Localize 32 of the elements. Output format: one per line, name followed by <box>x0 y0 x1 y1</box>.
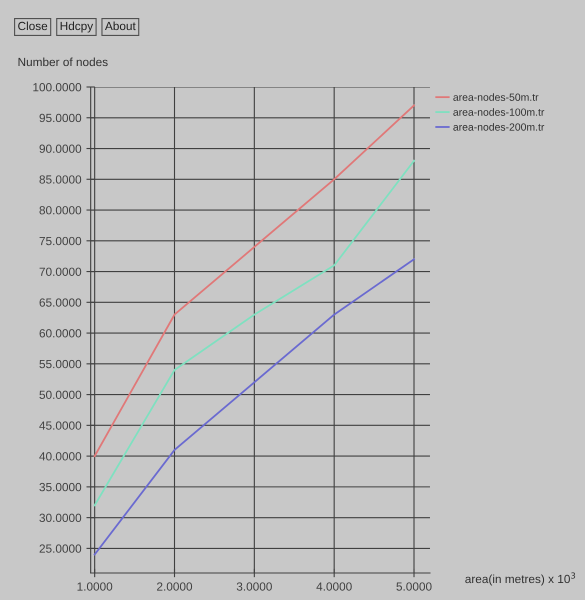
line-series <box>94 104 415 458</box>
y-tick-label: 60.0000 <box>40 329 82 338</box>
legend-label: area-nodes-200m.tr <box>453 123 544 131</box>
legend-label: area-nodes-50m.tr <box>453 93 538 101</box>
x-tick-label: 1.0000 <box>78 582 112 591</box>
y-tick-label: 70.0000 <box>40 268 82 276</box>
x-tick-label: 2.0000 <box>157 582 192 591</box>
y-tick-label: 90.0000 <box>40 144 82 153</box>
x-tick-label: 5.0000 <box>396 582 432 591</box>
y-tick-label: 80.0000 <box>39 206 82 214</box>
y-tick-label: 40.0000 <box>39 452 82 461</box>
y-axis-title: Number of nodes <box>18 58 108 66</box>
y-tick-label: 85.0000 <box>39 175 82 184</box>
x-tick-label: 3.0000 <box>236 582 272 591</box>
y-tick-label: 45.0000 <box>39 421 82 430</box>
y-tick-label: 25.0000 <box>40 544 82 553</box>
y-tick-label: 30.0000 <box>39 514 82 522</box>
x-tick-label: 4.0000 <box>316 582 352 591</box>
y-tick-label: 95.0000 <box>40 114 82 122</box>
y-tick-label: 75.0000 <box>40 236 82 246</box>
text: Hdcpy <box>60 22 94 33</box>
y-tick-label: 65.0000 <box>40 298 82 307</box>
line-series <box>94 258 415 556</box>
line-series <box>94 160 415 506</box>
x-axis-title: area(in metres) x 10$^{3}$ <box>465 572 576 586</box>
y-tick-label: 35.0000 <box>39 482 82 492</box>
y-tick-label: 55.0000 <box>39 360 82 368</box>
legend-label: area-nodes-100m.tr <box>453 108 544 116</box>
text: About <box>104 22 136 30</box>
y-tick-label: 50.0000 <box>39 390 82 399</box>
y-tick-label: 100.0000 <box>33 83 82 92</box>
text: Close <box>18 22 48 30</box>
